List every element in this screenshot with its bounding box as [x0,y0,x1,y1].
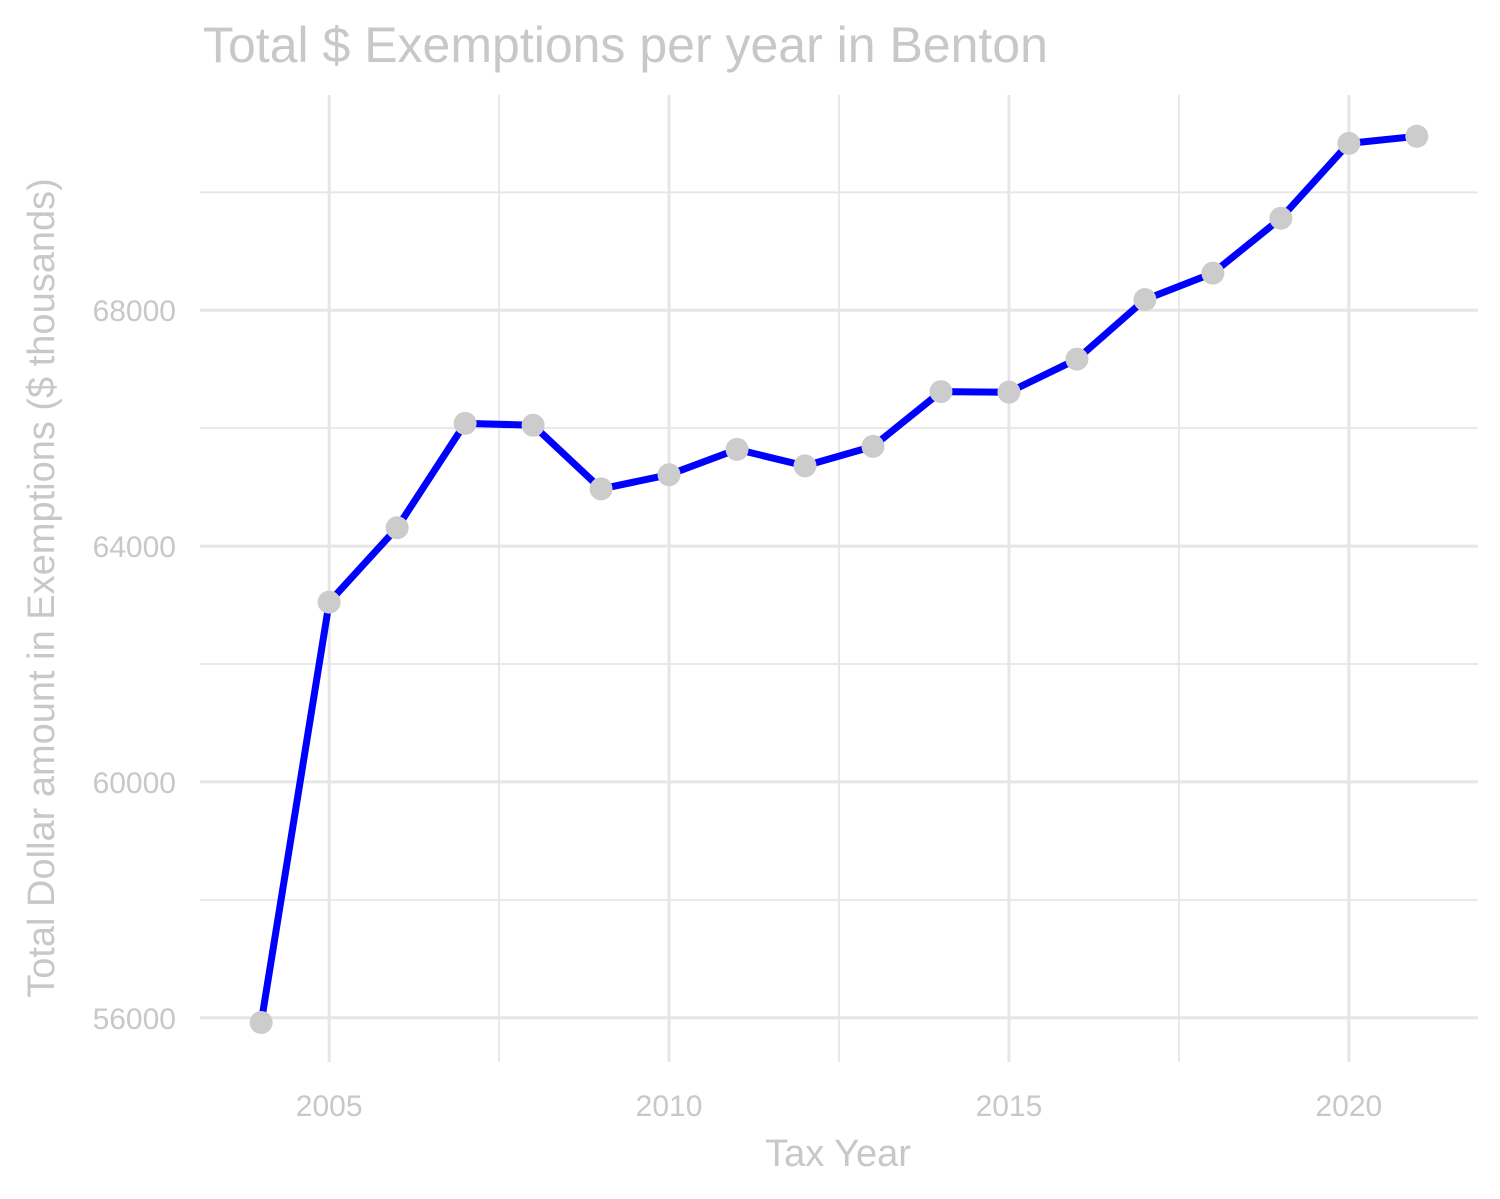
x-tick-label: 2015 [976,1090,1043,1123]
series-line [257,132,1418,1024]
data-point [249,1010,273,1034]
data-point [793,454,817,478]
data-point [1133,288,1157,312]
data-point [997,380,1021,404]
y-tick-label: 68000 [93,295,176,328]
data-point [1405,124,1429,148]
y-tick-label: 64000 [93,531,176,564]
tick-labels: 2005 2010 2015 2020 56000 60000 64000 68000 [93,295,1383,1123]
gridlines [200,95,1478,1062]
y-tick-label: 60000 [93,767,176,800]
chart-title: Total $ Exemptions per year in Benton [203,17,1048,73]
series-line-group [257,132,1418,1024]
x-tick-label: 2020 [1315,1090,1382,1123]
data-point [589,477,613,501]
data-point [1269,206,1293,230]
y-tick-label: 56000 [93,1003,176,1036]
data-point [385,516,409,540]
data-point [929,380,953,404]
x-tick-label: 2005 [296,1090,363,1123]
data-point [521,413,545,437]
x-axis-label: Tax Year [765,1133,911,1175]
data-point [317,590,341,614]
data-point [1201,261,1225,285]
data-point [1065,347,1089,371]
data-point [453,411,477,435]
data-point [657,463,681,487]
data-point [1337,131,1361,155]
data-point [861,434,885,458]
x-tick-label: 2010 [636,1090,703,1123]
y-axis-label: Total Dollar amount in Exemptions ($ tho… [21,178,63,998]
series-points-group [249,124,1429,1034]
data-point [725,437,749,461]
